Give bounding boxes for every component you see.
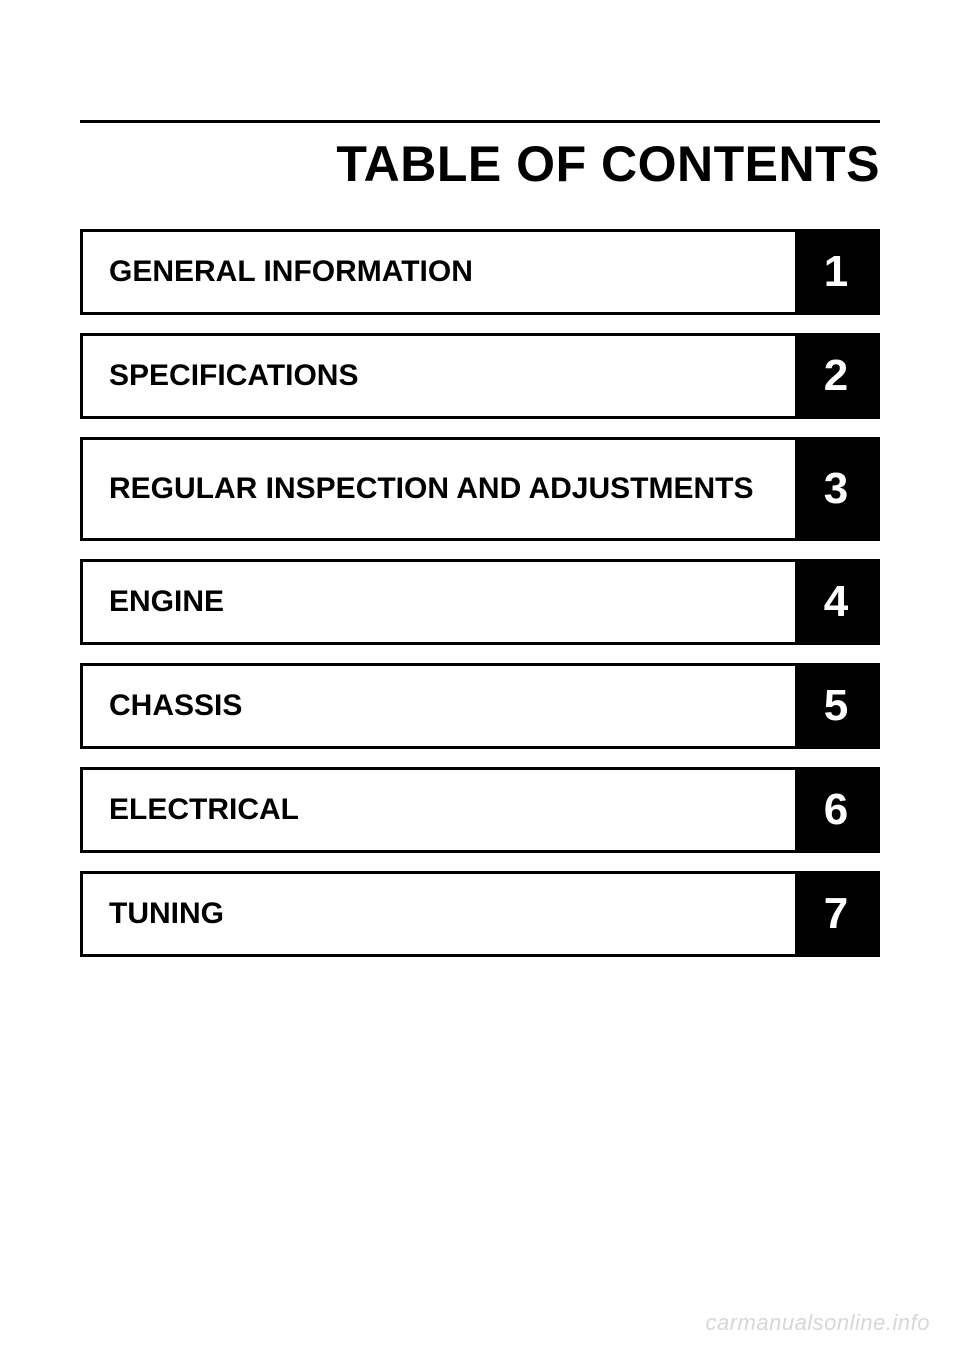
toc-number: 7: [795, 874, 877, 954]
toc-label: CHASSIS: [83, 666, 795, 746]
toc-list: GENERAL INFORMATION 1 SPECIFICATIONS 2 R…: [80, 229, 880, 957]
toc-label: REGULAR INSPECTION AND ADJUSTMENTS: [83, 440, 795, 538]
toc-number: 5: [795, 666, 877, 746]
toc-row[interactable]: ENGINE 4: [80, 559, 880, 645]
toc-row[interactable]: TUNING 7: [80, 871, 880, 957]
toc-row[interactable]: SPECIFICATIONS 2: [80, 333, 880, 419]
title-rule: [80, 120, 880, 123]
toc-number: 3: [795, 440, 877, 538]
toc-row[interactable]: CHASSIS 5: [80, 663, 880, 749]
toc-label: SPECIFICATIONS: [83, 336, 795, 416]
toc-row[interactable]: REGULAR INSPECTION AND ADJUSTMENTS 3: [80, 437, 880, 541]
toc-row[interactable]: ELECTRICAL 6: [80, 767, 880, 853]
toc-number: 4: [795, 562, 877, 642]
toc-label: ELECTRICAL: [83, 770, 795, 850]
watermark: carmanualsonline.info: [705, 1310, 930, 1336]
toc-label: GENERAL INFORMATION: [83, 232, 795, 312]
page-title: TABLE OF CONTENTS: [80, 135, 880, 193]
toc-row[interactable]: GENERAL INFORMATION 1: [80, 229, 880, 315]
toc-label: ENGINE: [83, 562, 795, 642]
toc-number: 6: [795, 770, 877, 850]
toc-label: TUNING: [83, 874, 795, 954]
page: TABLE OF CONTENTS GENERAL INFORMATION 1 …: [0, 0, 960, 1358]
toc-number: 2: [795, 336, 877, 416]
toc-number: 1: [795, 232, 877, 312]
